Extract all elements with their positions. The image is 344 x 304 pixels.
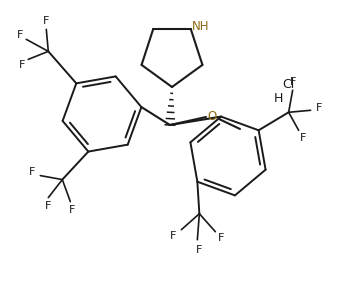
Text: F: F — [289, 77, 296, 87]
Text: F: F — [300, 133, 306, 143]
Text: F: F — [69, 205, 75, 215]
Text: Cl: Cl — [282, 78, 294, 91]
Text: F: F — [17, 30, 23, 40]
Text: F: F — [196, 245, 203, 255]
Text: F: F — [170, 231, 176, 241]
Text: O: O — [207, 110, 217, 123]
Text: F: F — [218, 233, 225, 243]
Text: F: F — [19, 60, 25, 70]
Text: F: F — [315, 103, 322, 113]
Text: NH: NH — [192, 20, 209, 33]
Text: F: F — [43, 16, 50, 26]
Text: F: F — [29, 167, 35, 177]
Text: H: H — [273, 92, 283, 105]
Text: F: F — [45, 201, 52, 211]
